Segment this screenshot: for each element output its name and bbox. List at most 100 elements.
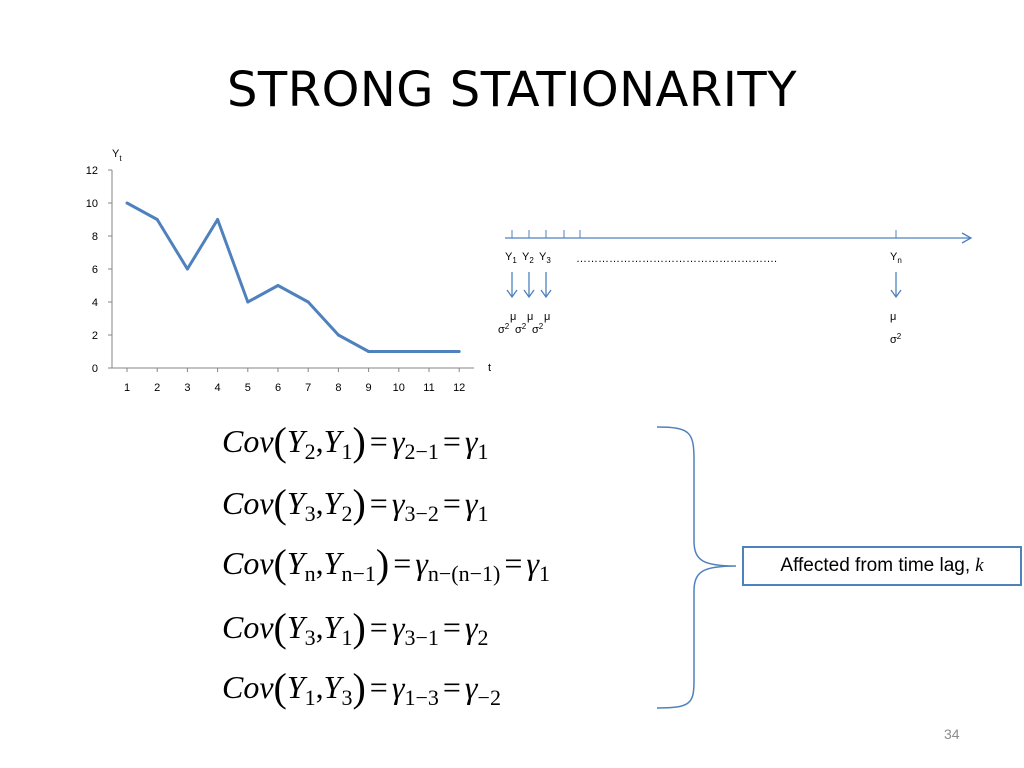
covariance-equation: Cov(Y1,Y3) = γ1−3 = γ−2: [222, 664, 501, 711]
comma: ,: [315, 609, 324, 645]
comma: ,: [315, 423, 324, 459]
equation-subscript: 1−3: [404, 685, 439, 710]
y-symbol: Y: [323, 485, 342, 521]
equation-subscript: 2: [341, 501, 353, 526]
series-line: [126, 201, 460, 353]
observation-label: Y3: [539, 251, 551, 265]
y-symbol: Y: [286, 545, 305, 581]
close-paren: ): [352, 605, 366, 650]
equation-subscript: 3−2: [404, 501, 439, 526]
equals-sign: =: [369, 609, 388, 645]
equation-subscript: 1: [304, 685, 316, 710]
variance-symbol: σ2: [532, 322, 544, 336]
observation-label-n: Yn: [890, 251, 902, 265]
data-point: [246, 300, 250, 304]
callout-variable: k: [975, 555, 984, 576]
y-tick-label: 10: [86, 198, 98, 210]
x-tick-label: 6: [275, 382, 281, 394]
cov-operator: Cov: [222, 545, 274, 581]
time-lag-callout: Affected from time lag, k: [742, 546, 1022, 586]
equals-sign: =: [442, 485, 461, 521]
x-tick-label: 1: [124, 382, 130, 394]
data-point: [457, 350, 461, 353]
observation-label-n-sub: n: [897, 256, 901, 265]
data-point: [427, 350, 431, 353]
y-symbol: Y: [323, 423, 342, 459]
y-symbol: Y: [286, 609, 305, 645]
open-paren: (: [273, 419, 287, 464]
y-tick-label: 0: [92, 363, 98, 375]
cov-operator: Cov: [222, 485, 274, 521]
open-paren: (: [273, 481, 287, 526]
y-symbol: Y: [323, 545, 342, 581]
gamma-symbol: γ: [464, 423, 478, 459]
equation-subscript: 1: [477, 501, 489, 526]
y-tick-label: 4: [92, 297, 98, 309]
observation-label-sub: 1: [512, 256, 517, 265]
x-tick-label: 2: [154, 382, 160, 394]
x-tick-label: 8: [335, 382, 341, 394]
x-tick-label: 12: [453, 382, 465, 394]
cov-operator: Cov: [222, 423, 274, 459]
data-point: [276, 284, 280, 287]
equation-subscript: 3: [304, 625, 316, 650]
x-tick-label: 4: [215, 382, 221, 394]
variance-power: 2: [505, 322, 510, 331]
mean-symbol: μ: [510, 311, 516, 323]
data-point: [397, 350, 401, 353]
mean-symbol: μ: [544, 311, 550, 323]
down-arrowhead: [506, 289, 518, 299]
equation-subscript: 3−1: [404, 625, 439, 650]
equals-sign: =: [442, 609, 461, 645]
equals-sign: =: [369, 669, 388, 705]
equation-subscript: n: [304, 561, 316, 586]
equation-subscript: 1: [341, 439, 353, 464]
equals-sign: =: [504, 545, 523, 581]
gamma-symbol: γ: [415, 545, 428, 581]
close-paren: ): [375, 541, 390, 586]
covariance-equation: Cov(Y3,Y1) = γ3−1 = γ2: [222, 604, 489, 651]
y-axis-label-sub: t: [119, 154, 122, 163]
data-point: [125, 201, 129, 205]
equation-subscript: 2: [477, 625, 489, 650]
data-point: [216, 218, 220, 221]
data-point: [306, 300, 310, 304]
gamma-symbol: γ: [391, 669, 405, 705]
equals-sign: =: [442, 669, 461, 705]
down-arrowhead: [523, 289, 535, 299]
cov-operator: Cov: [222, 669, 274, 705]
callout-text: Affected from time lag,: [780, 555, 971, 576]
continuation-dots: ……………………………………………….: [576, 253, 777, 265]
variance-power: 2: [897, 332, 902, 341]
gamma-symbol: γ: [526, 545, 539, 581]
gamma-symbol: γ: [391, 423, 405, 459]
close-paren: ): [352, 665, 366, 710]
cov-operator: Cov: [222, 609, 274, 645]
gamma-symbol: γ: [464, 669, 478, 705]
time-axis-arrowhead: [961, 232, 973, 244]
comma: ,: [315, 545, 324, 581]
x-tick-label: 11: [423, 382, 434, 394]
equation-subscript: 3: [341, 685, 353, 710]
observation-label-sub: 2: [529, 256, 534, 265]
y-symbol: Y: [286, 485, 305, 521]
down-arrowhead: [890, 289, 902, 299]
equals-sign: =: [369, 485, 388, 521]
covariance-equation: Cov(Yn,Yn−1) = γn−(n−1) = γ1: [222, 540, 550, 587]
data-point: [185, 267, 189, 271]
close-paren: ): [352, 481, 366, 526]
covariance-equation: Cov(Y2,Y1) = γ2−1 = γ1: [222, 418, 489, 465]
open-paren: (: [273, 541, 287, 586]
equation-subscript: 2: [304, 439, 316, 464]
y-tick-label: 12: [86, 165, 98, 177]
y-symbol: Y: [323, 609, 342, 645]
variance-power: 2: [522, 322, 527, 331]
variance-symbol: σ2: [890, 332, 902, 346]
equals-sign: =: [442, 423, 461, 459]
x-tick-label: 9: [366, 382, 372, 394]
data-point: [367, 350, 371, 353]
equation-subscript: 3: [304, 501, 316, 526]
x-tick-label: 5: [245, 382, 251, 394]
y-tick-label: 8: [92, 231, 98, 243]
